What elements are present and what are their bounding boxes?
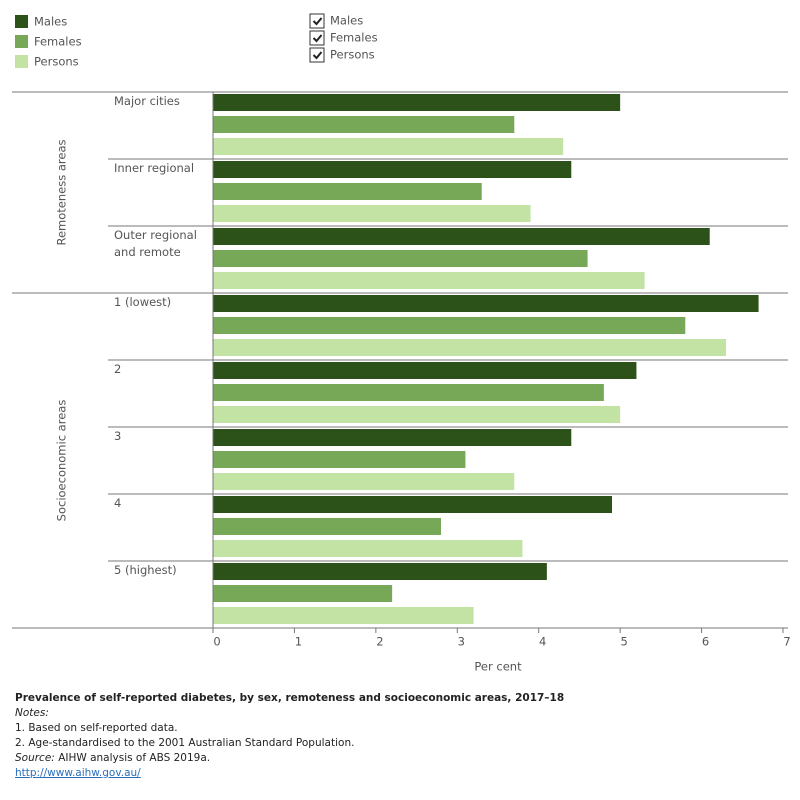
x-tick-label: 7 xyxy=(783,635,790,649)
x-tick-label: 3 xyxy=(458,635,465,649)
group-label: Remoteness areas xyxy=(55,139,69,245)
category-label: 3 xyxy=(114,429,122,443)
bar xyxy=(213,496,612,513)
bar xyxy=(213,451,466,468)
source-text: AIHW analysis of ABS 2019a. xyxy=(58,752,211,764)
bar xyxy=(213,116,515,133)
bar xyxy=(213,228,710,245)
x-axis-label: Per cent xyxy=(474,660,522,674)
bar xyxy=(213,339,726,356)
link[interactable]: http://www.aihw.gov.au/ xyxy=(15,767,141,779)
notes-label: Notes: xyxy=(15,707,49,719)
legend-label: Females xyxy=(34,35,82,49)
bar xyxy=(213,161,572,178)
bar xyxy=(213,473,515,490)
check-mark xyxy=(312,17,323,26)
bar xyxy=(213,384,604,401)
note: 2. Age-standardised to the 2001 Australi… xyxy=(15,737,355,749)
category-label: 2 xyxy=(114,362,122,376)
bar xyxy=(213,183,482,200)
bar xyxy=(213,205,531,222)
bar xyxy=(213,295,759,312)
bar xyxy=(213,317,686,334)
bar xyxy=(213,585,393,602)
bar xyxy=(213,540,523,557)
bar xyxy=(213,429,572,446)
category-label: 1 (lowest) xyxy=(114,295,172,309)
bar xyxy=(213,563,547,580)
x-tick-label: 6 xyxy=(702,635,709,649)
bar xyxy=(213,272,645,289)
check-mark xyxy=(312,34,323,43)
bar xyxy=(213,138,564,155)
x-tick-label: 1 xyxy=(295,635,302,649)
bar xyxy=(213,406,621,423)
link-row: http://www.aihw.gov.au/ xyxy=(15,767,141,779)
group-label: Socioeconomic areas xyxy=(55,400,69,522)
filter-checkboxes: Males Females Persons xyxy=(309,13,378,63)
check-mark xyxy=(312,51,323,60)
bar xyxy=(213,607,474,624)
legend-label: Males xyxy=(34,15,67,29)
note: 1. Based on self-reported data. xyxy=(15,722,178,734)
category-label: 4 xyxy=(114,496,122,510)
checkbox[interactable] xyxy=(309,30,325,46)
category-label: Outer regional and remote xyxy=(114,228,197,259)
bar xyxy=(213,94,621,111)
bar xyxy=(213,250,588,267)
x-tick-label: 2 xyxy=(376,635,383,649)
source-label: Source: xyxy=(15,752,55,764)
category-label: Major cities xyxy=(114,94,180,108)
legend-label: Persons xyxy=(34,55,79,69)
checkbox-label[interactable]: Persons xyxy=(330,48,375,62)
legend-swatch xyxy=(15,15,28,28)
checkbox-label[interactable]: Males xyxy=(330,14,363,28)
checkbox[interactable] xyxy=(309,13,325,29)
legend-swatch xyxy=(15,35,28,48)
bar xyxy=(213,518,441,535)
legend-swatch xyxy=(15,55,28,68)
category-label: Inner regional xyxy=(114,161,195,175)
x-tick-label: 4 xyxy=(539,635,546,649)
x-tick-label: 0 xyxy=(213,635,220,649)
checkbox[interactable] xyxy=(309,47,325,63)
chart-title: Prevalence of self-reported diabetes, by… xyxy=(15,692,565,704)
x-tick-label: 5 xyxy=(620,635,627,649)
checkbox-label[interactable]: Females xyxy=(330,31,378,45)
source: Source: AIHW analysis of ABS 2019a. xyxy=(15,752,210,764)
category-label: 5 (highest) xyxy=(114,563,177,577)
bar xyxy=(213,362,637,379)
